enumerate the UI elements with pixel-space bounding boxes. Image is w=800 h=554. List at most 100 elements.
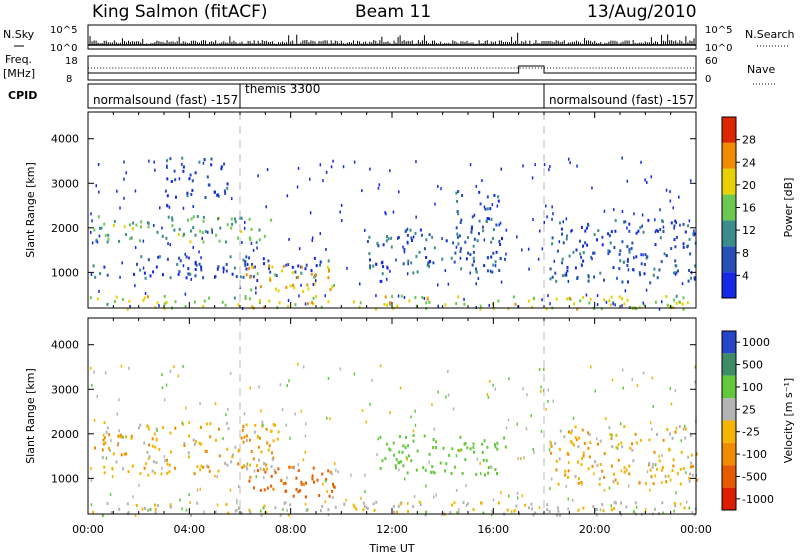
heatmap-cell [202, 304, 205, 308]
heatmap-cell [165, 383, 168, 387]
nave-dot [662, 67, 664, 69]
heatmap-cell [169, 243, 171, 247]
heatmap-cell [140, 225, 142, 229]
heatmap-cell [649, 468, 652, 472]
nave-dot [531, 67, 533, 69]
nave-dot [255, 67, 257, 69]
heatmap-cell [628, 248, 631, 252]
heatmap-cell [567, 475, 569, 479]
heatmap-cell [403, 250, 406, 254]
heatmap-cell [122, 467, 124, 471]
heatmap-cell [467, 251, 470, 255]
heatmap-cell [322, 482, 324, 486]
heatmap-cell [651, 376, 654, 380]
heatmap-cell [143, 271, 146, 275]
heatmap-cell [683, 506, 686, 510]
nave-dot [671, 67, 673, 69]
heatmap-cell [661, 468, 663, 472]
heatmap-cell [386, 303, 388, 307]
heatmap-cell [216, 503, 219, 507]
heatmap-cell [365, 506, 368, 510]
heatmap-cell [386, 235, 388, 238]
heatmap-cell [617, 458, 620, 462]
heatmap-cell [194, 260, 197, 264]
heatmap-cell [242, 258, 245, 262]
heatmap-cell [116, 412, 119, 416]
heatmap-cell [392, 504, 395, 508]
heatmap-cell [571, 228, 573, 232]
nave-dot [525, 67, 527, 69]
heatmap-cell [135, 503, 138, 507]
heatmap-cell [382, 243, 385, 247]
heatmap-cell [670, 247, 673, 251]
heatmap-cell [146, 295, 149, 299]
heatmap-cell [688, 269, 691, 272]
heatmap-cell [144, 276, 147, 280]
heatmap-cell [435, 493, 437, 497]
nave-dot [495, 67, 497, 69]
heatmap-cell [240, 230, 243, 234]
heatmap-cell [603, 452, 606, 456]
heatmap-cell [243, 412, 246, 416]
heatmap-cell [577, 481, 580, 485]
heatmap-cell [398, 435, 401, 439]
heatmap-cell [250, 450, 253, 453]
heatmap-cell [537, 257, 540, 261]
heatmap-cell [238, 506, 241, 510]
heatmap-cell [639, 438, 642, 442]
nave-dot [613, 67, 615, 69]
heatmap-cell [400, 460, 403, 464]
heatmap-cell [492, 251, 495, 255]
heatmap-cell [587, 431, 590, 435]
colorbar-swatch [722, 420, 736, 443]
nave-dot [170, 67, 172, 69]
heatmap-cell [119, 435, 122, 439]
heatmap-cell [269, 278, 272, 282]
nave-dot [346, 67, 348, 69]
heatmap-cell [97, 163, 100, 166]
heatmap-cell [196, 488, 199, 492]
nave-dot [598, 67, 600, 69]
nave-dot [148, 67, 150, 69]
heatmap-cell [307, 287, 310, 291]
heatmap-cell [571, 441, 574, 445]
heatmap-cell [251, 305, 253, 309]
heatmap-cell [525, 427, 528, 431]
heatmap-cell [291, 271, 294, 275]
heatmap-cell [166, 458, 168, 462]
heatmap-cell [494, 260, 497, 264]
heatmap-cell [287, 299, 290, 302]
heatmap-cell [240, 511, 243, 515]
heatmap-cell [679, 502, 682, 506]
heatmap-cell [563, 435, 566, 439]
heatmap-cell [551, 205, 553, 209]
heatmap-cell [290, 466, 292, 469]
heatmap-cell [189, 272, 192, 276]
nave-dot [577, 67, 579, 69]
heatmap-cell [435, 446, 437, 449]
heatmap-cell [200, 265, 203, 269]
heatmap-cell [211, 228, 213, 232]
nave-dot [136, 67, 138, 69]
heatmap-cell [192, 226, 195, 230]
heatmap-cell [531, 305, 534, 309]
heatmap-cell [293, 286, 296, 290]
heatmap-cell [327, 469, 330, 473]
freq-tick-top: 18 [65, 56, 78, 67]
heatmap-cell [472, 250, 475, 254]
heatmap-cell [242, 440, 245, 444]
time-axis: 00:00 04:00 08:00 12:00 16:00 20:00 00:00 [72, 523, 712, 536]
colorbar-tick-label: 12 [742, 224, 756, 237]
heatmap-cell [631, 241, 634, 245]
heatmap-cell [580, 225, 583, 229]
heatmap-cell [266, 168, 269, 172]
heatmap-cell [210, 157, 213, 161]
heatmap-cell [154, 305, 157, 309]
heatmap-cell [577, 508, 580, 512]
heatmap-cell [495, 472, 498, 476]
heatmap-cell [621, 240, 624, 244]
heatmap-cell [312, 296, 315, 300]
nave-dot [650, 67, 652, 69]
heatmap-cell [596, 437, 598, 441]
heatmap-cell [626, 245, 629, 249]
